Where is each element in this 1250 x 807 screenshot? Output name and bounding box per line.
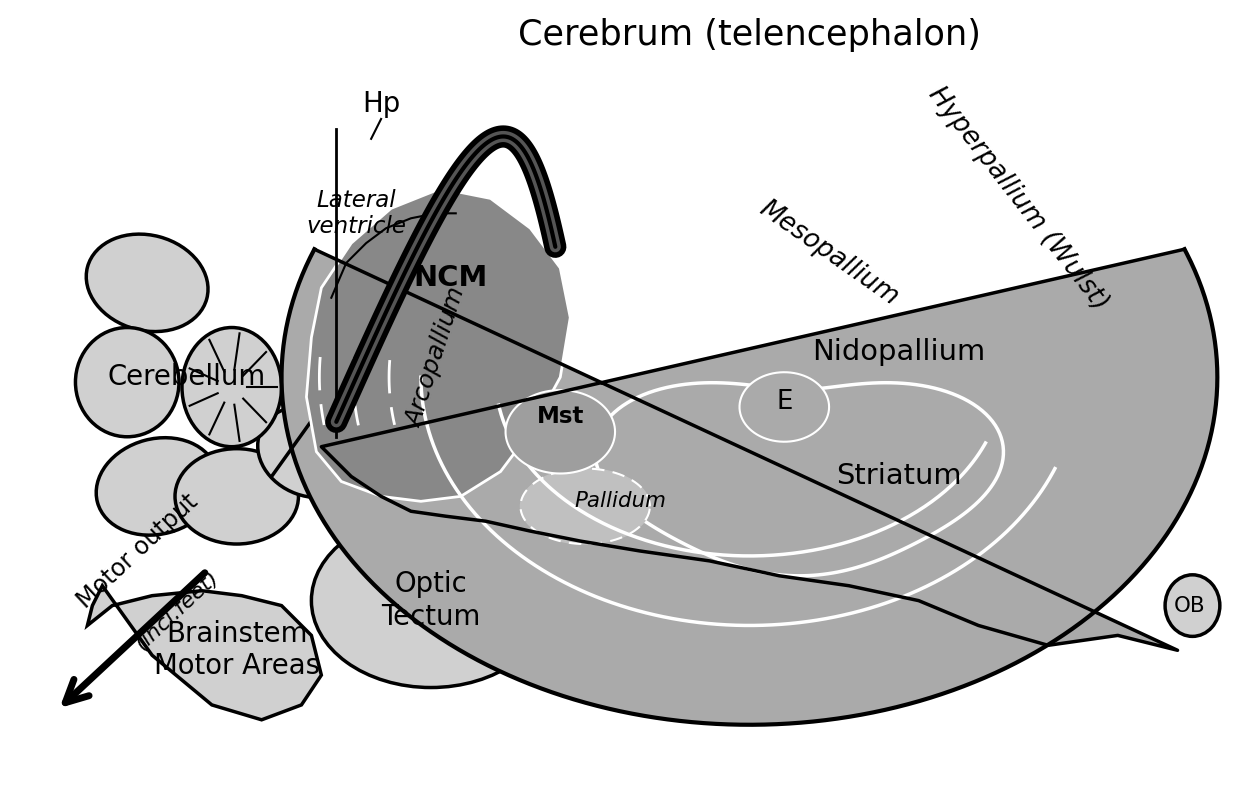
- Text: Motor output: Motor output: [72, 489, 202, 613]
- Text: Nidopallium: Nidopallium: [812, 338, 985, 366]
- Polygon shape: [740, 372, 829, 441]
- Ellipse shape: [96, 437, 218, 535]
- Text: Hyperpallium (Wulst): Hyperpallium (Wulst): [922, 82, 1114, 315]
- Text: Lateral
ventricle: Lateral ventricle: [306, 189, 406, 238]
- Ellipse shape: [1165, 575, 1220, 637]
- Polygon shape: [281, 249, 1218, 725]
- Ellipse shape: [86, 234, 208, 332]
- Text: Hp: Hp: [362, 90, 400, 118]
- Polygon shape: [520, 469, 650, 544]
- Ellipse shape: [75, 328, 179, 437]
- Ellipse shape: [182, 328, 281, 447]
- Polygon shape: [505, 390, 615, 474]
- Polygon shape: [595, 383, 1004, 576]
- Text: NCM: NCM: [414, 264, 488, 292]
- Text: E: E: [776, 389, 792, 415]
- Text: Mesopallium: Mesopallium: [755, 195, 904, 311]
- Polygon shape: [306, 189, 570, 501]
- Text: Cerebellum: Cerebellum: [107, 363, 266, 391]
- Text: Brainstem
Motor Areas: Brainstem Motor Areas: [154, 620, 320, 680]
- Ellipse shape: [258, 406, 365, 498]
- Text: Mst: Mst: [536, 405, 584, 429]
- Ellipse shape: [175, 449, 299, 544]
- Text: OB: OB: [1174, 596, 1205, 616]
- Text: (incl.feet): (incl.feet): [131, 567, 222, 654]
- Text: Striatum: Striatum: [836, 462, 961, 491]
- Text: Optic
Tectum: Optic Tectum: [381, 571, 480, 631]
- Polygon shape: [88, 586, 321, 720]
- Text: Pallidum: Pallidum: [574, 491, 666, 512]
- Ellipse shape: [311, 514, 550, 688]
- Text: Cerebrum (telencephalon): Cerebrum (telencephalon): [518, 18, 981, 52]
- Text: Arcopallium: Arcopallium: [402, 285, 470, 430]
